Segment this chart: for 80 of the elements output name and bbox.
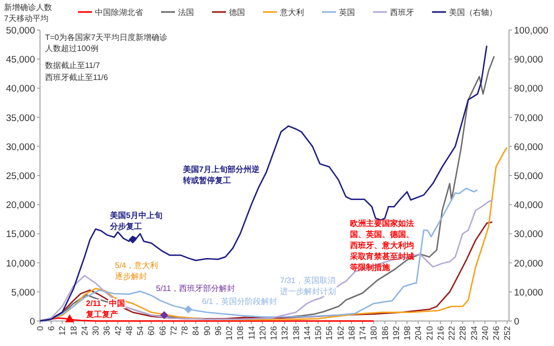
y-tick-label: 50,000: [6, 26, 35, 36]
x-tick-label: 0: [35, 326, 45, 331]
x-tick-label: 6: [46, 326, 56, 331]
x-tick-label: 66: [157, 326, 168, 336]
x-tick-label: 144: [302, 326, 312, 340]
x-tick-label: 42: [112, 326, 123, 336]
x-tick-label: 204: [413, 326, 424, 340]
x-tick-label: 18: [68, 326, 78, 336]
x-tick-label: 132: [280, 326, 290, 340]
x-tick-label: 78: [180, 326, 190, 336]
y2-tick-label: 100,000: [514, 26, 548, 36]
y-tick-label: 15,000: [6, 229, 35, 240]
x-tick-label: 114: [246, 326, 256, 340]
annotation: 6/1，英国分阶段解封: [202, 297, 278, 306]
annotation: T=0为各国家7天平均日度新增确诊人数超过100例: [45, 33, 168, 53]
x-tick-label: 36: [102, 326, 112, 336]
x-tick-label: 150: [313, 326, 324, 340]
legend-label: 美国（右轴）: [449, 8, 497, 17]
x-tick-label: 48: [124, 326, 134, 336]
x-tick-label: 198: [402, 326, 412, 340]
x-tick-label: 72: [168, 326, 178, 336]
y2-tick-label: 30,000: [514, 229, 544, 240]
y-tick-label: 35,000: [6, 112, 35, 124]
y2-tick-label: 10,000: [514, 287, 544, 298]
annotation: 欧洲主要国家如法国、英国、德国、西班牙、意大利均采取宵禁甚至封城等限制措施: [349, 218, 414, 272]
x-tick-label: 138: [290, 326, 301, 340]
y2-tick-label: 20,000: [514, 258, 544, 270]
x-tick-label: 24: [79, 326, 90, 336]
x-tick-label: 84: [190, 326, 201, 336]
y2-tick-label: 90,000: [514, 54, 544, 66]
y-tick-label: 40,000: [6, 84, 35, 95]
x-tick-label: 168: [346, 326, 356, 340]
x-tick-label: 96: [212, 326, 223, 336]
legend-label: 法国: [178, 8, 194, 17]
x-tick-label: 108: [235, 326, 246, 340]
x-tick-label: 174: [358, 326, 368, 340]
x-tick-label: 126: [268, 326, 279, 340]
x-tick-label: 60: [146, 326, 156, 336]
annotation: 美国7月上旬部分州逆转或暂停复工: [182, 164, 260, 185]
y-tick-label: 30,000: [6, 142, 35, 153]
x-tick-label: 102: [224, 326, 234, 340]
annotation: 5/11，西班牙部分解封: [156, 284, 235, 293]
x-tick-label: 234: [468, 326, 479, 340]
x-tick-label: 252: [502, 326, 512, 340]
y2-tick-label: 80,000: [514, 84, 544, 95]
x-tick-label: 222: [446, 326, 457, 340]
y-tick-label: 45,000: [6, 54, 35, 66]
x-tick-label: 30: [90, 326, 101, 336]
y-tick-label: 5,000: [11, 287, 35, 298]
x-tick-label: 90: [202, 326, 212, 336]
annotation: 5/4，意大利逐步解封: [115, 261, 158, 281]
x-tick-label: 162: [335, 326, 346, 340]
y2-tick-label: 50,000: [514, 171, 544, 182]
annotation: 美国5月中上旬分步复工: [109, 210, 162, 231]
x-tick-label: 240: [480, 326, 490, 340]
legend-label: 英国: [339, 8, 355, 17]
x-tick-label: 210: [424, 326, 434, 340]
x-tick-label: 186: [380, 326, 390, 340]
legend-label: 意大利: [279, 8, 304, 17]
annotation: 数据截止至11/7: [45, 61, 101, 70]
y-tick-label: 20,000: [6, 200, 35, 212]
y2-tick-label: 40,000: [514, 200, 544, 212]
x-tick-label: 54: [135, 326, 146, 336]
y-tick-label: 10,000: [6, 258, 35, 270]
x-tick-label: 120: [257, 326, 268, 340]
x-tick-label: 156: [324, 326, 334, 340]
x-tick-label: 180: [368, 326, 379, 340]
chart-title: 新增确诊人数7天移动平均: [4, 3, 52, 23]
x-tick-label: 12: [57, 326, 68, 336]
annotation: 西班牙截止至11/6: [45, 73, 109, 82]
y2-tick-label: 70,000: [514, 112, 544, 124]
legend-label: 西班牙: [390, 8, 414, 17]
x-tick-label: 192: [390, 326, 401, 340]
y2-tick-label: 60,000: [514, 142, 544, 153]
legend-label: 中国除湖北省: [95, 8, 143, 17]
y-tick-label: 25,000: [6, 171, 35, 182]
x-tick-label: 228: [458, 326, 468, 340]
x-tick-label: 246: [491, 326, 502, 340]
x-tick-label: 216: [435, 326, 446, 340]
legend-label: 德国: [229, 8, 245, 17]
